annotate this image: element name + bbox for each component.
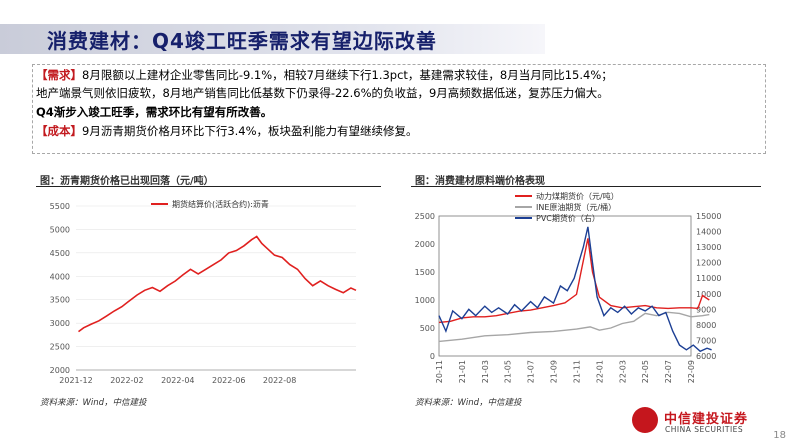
left-y-tick-label: 4500 <box>50 249 70 258</box>
series-line-1 <box>438 311 710 343</box>
page-number: 18 <box>773 430 786 441</box>
cost-line: 【成本】9月沥青期货价格月环比下行3.4%，板块盈利能力有望继续修复。 <box>36 122 418 140</box>
left-x-tick-label: 2022-02 <box>110 376 143 385</box>
right-x-tick-label: 21-05 <box>504 360 513 383</box>
right-right-y-tick-label: 7000 <box>696 336 716 345</box>
left-y-tick-label: 4000 <box>50 272 70 281</box>
asphalt-price-line <box>78 235 357 333</box>
logo-icon <box>632 407 658 433</box>
series-line-2 <box>438 226 712 353</box>
series-line-0 <box>438 238 710 324</box>
title-bar <box>0 24 545 54</box>
left-y-tick-label: 5000 <box>50 225 70 234</box>
right-x-tick-label: 21-11 <box>572 360 581 383</box>
left-chart-title: 图：沥青期货价格已出现回落（元/吨） <box>40 176 214 187</box>
right-right-y-tick-label: 6000 <box>696 352 716 361</box>
left-x-tick-label: 2022-04 <box>161 376 194 385</box>
left-y-tick-label: 2500 <box>50 343 70 352</box>
page-title: 消费建材：Q4竣工旺季需求有望边际改善 <box>47 29 437 53</box>
right-x-tick-label: 22-05 <box>641 360 650 383</box>
right-right-y-tick-label: 13000 <box>696 243 721 252</box>
left-x-tick-label: 2021-12 <box>59 376 92 385</box>
right-chart-rule <box>411 186 761 187</box>
left-y-tick-label: 3000 <box>50 319 70 328</box>
left-source: 资料来源：Wind，中信建投 <box>40 398 147 408</box>
right-chart-title: 图：消费建材原料端价格表现 <box>415 176 545 187</box>
summary-box <box>32 64 766 154</box>
right-right-y-tick-label: 15000 <box>696 212 721 221</box>
right-left-y-tick-label: 2500 <box>415 212 435 221</box>
raw-material-price-chart: 0 500 1000 1500 2000 2500 6000 7000 8000 9000 1000… <box>415 191 722 383</box>
right-x-tick-label: 21-07 <box>527 360 536 383</box>
right-x-tick-label: 22-09 <box>687 360 696 383</box>
right-right-y-tick-label: 10000 <box>696 290 721 299</box>
right-legend-label: 动力煤期货价（元/吨） <box>536 191 619 201</box>
left-chart-rule <box>36 186 381 187</box>
left-x-tick-label: 2022-08 <box>263 376 296 385</box>
right-x-tick-label: 21-01 <box>458 360 467 383</box>
right-source: 资料来源：Wind，中信建投 <box>415 398 522 408</box>
right-legend-label: INE原油期货（元/桶） <box>536 202 616 212</box>
right-legend-label: PVC期货价（右） <box>536 213 600 223</box>
logo-text-en: CHINA SECURITIES <box>665 425 744 434</box>
cost-text: 9月沥青期货价格月环比下行3.4%，板块盈利能力有望继续修复。 <box>82 124 418 138</box>
right-right-y-tick-label: 9000 <box>696 305 716 314</box>
left-y-tick-label: 2000 <box>50 366 70 375</box>
asphalt-futures-chart: 2000 2500 3000 3500 4000 4500 5000 5500 2021-12 2… <box>50 199 357 385</box>
right-right-y-tick-label: 14000 <box>696 228 721 237</box>
right-right-y-tick-label: 11000 <box>696 274 721 283</box>
right-left-y-tick-label: 2000 <box>415 240 435 249</box>
right-left-y-tick-label: 0 <box>430 352 435 361</box>
right-x-tick-label: 20-11 <box>435 360 444 383</box>
right-x-tick-label: 22-07 <box>664 360 673 383</box>
demand-text-1: 8月限额以上建材企业零售同比-9.1%，相较7月继续下行1.3pct，基建需求较… <box>82 68 613 82</box>
logo-text-cn: 中信建投证券 <box>664 412 749 427</box>
right-left-y-tick-label: 500 <box>420 324 435 333</box>
left-y-tick-label: 3500 <box>50 296 70 305</box>
right-right-y-tick-label: 12000 <box>696 259 721 268</box>
demand-line-2: 地产端景气则依旧疲软，8月地产销售同比低基数下仍录得-22.6%的负收益，9月高… <box>36 86 609 100</box>
demand-line-3: Q4渐步入竣工旺季，需求环比有望有所改善。 <box>36 105 273 119</box>
cost-tag: 【成本】 <box>36 124 82 138</box>
demand-tag: 【需求】 <box>36 68 82 82</box>
right-x-tick-label: 22-03 <box>618 360 627 383</box>
right-x-tick-label: 21-03 <box>481 360 490 383</box>
demand-line-1: 【需求】8月限额以上建材企业零售同比-9.1%，相较7月继续下行1.3pct，基… <box>36 66 613 84</box>
right-right-y-tick-label: 8000 <box>696 321 716 330</box>
left-legend-label: 期货结算价(活跃合约):沥青 <box>172 199 269 209</box>
right-left-y-tick-label: 1000 <box>415 296 435 305</box>
right-left-y-tick-label: 1500 <box>415 268 435 277</box>
left-y-tick-label: 5500 <box>50 202 70 211</box>
right-x-tick-label: 22-01 <box>595 360 604 383</box>
right-plot-frame <box>438 215 692 357</box>
left-x-tick-label: 2022-06 <box>212 376 245 385</box>
right-x-tick-label: 21-09 <box>550 360 559 383</box>
